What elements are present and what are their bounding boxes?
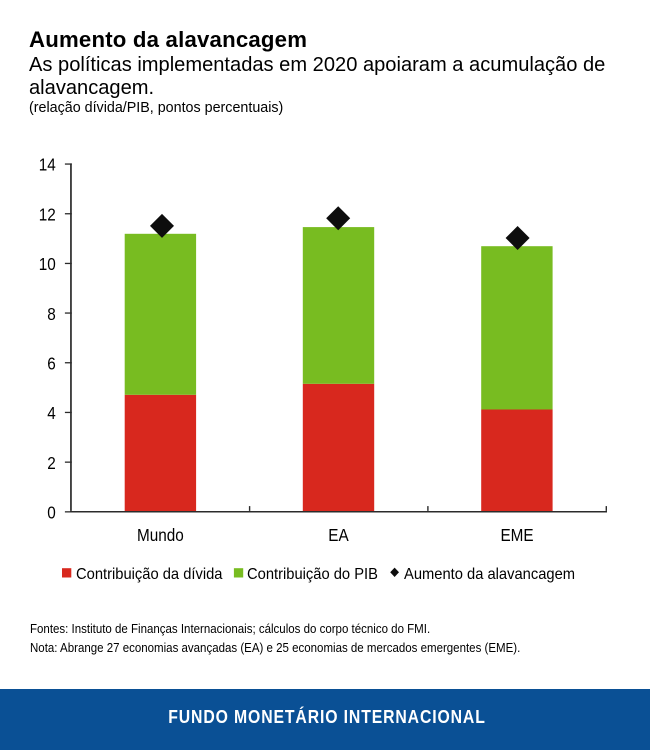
svg-text:14: 14	[39, 155, 56, 175]
svg-text:8: 8	[47, 304, 56, 324]
svg-text:2: 2	[47, 453, 56, 473]
svg-text:6: 6	[47, 353, 56, 373]
svg-text:Mundo: Mundo	[137, 525, 184, 545]
svg-text:10: 10	[39, 254, 56, 274]
svg-text:4: 4	[47, 403, 56, 423]
svg-text:0: 0	[47, 502, 56, 522]
svg-text:EME: EME	[500, 525, 533, 545]
svg-text:EA: EA	[328, 525, 349, 545]
svg-text:12: 12	[39, 204, 56, 224]
